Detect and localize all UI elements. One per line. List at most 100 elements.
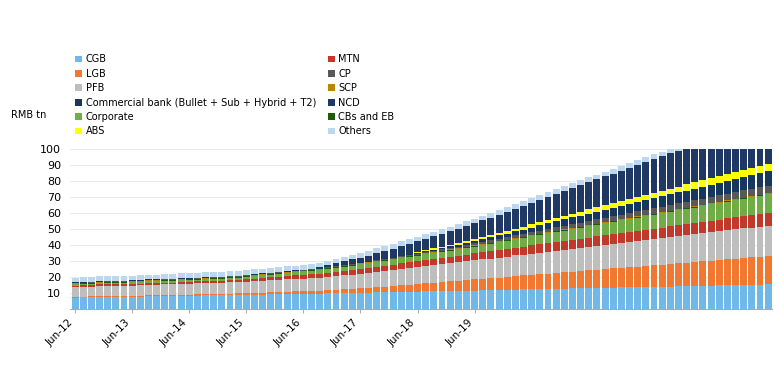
- Bar: [96, 297, 103, 309]
- Bar: [488, 240, 495, 243]
- Bar: [479, 245, 486, 252]
- Bar: [724, 202, 731, 218]
- Bar: [544, 243, 551, 251]
- Bar: [218, 294, 225, 295]
- Bar: [365, 263, 372, 268]
- Bar: [275, 294, 282, 309]
- Bar: [528, 236, 535, 246]
- Bar: [202, 281, 209, 283]
- Bar: [553, 232, 559, 242]
- Bar: [202, 272, 209, 277]
- Bar: [431, 259, 438, 265]
- Bar: [610, 222, 617, 234]
- Bar: [332, 293, 339, 309]
- Bar: [341, 267, 348, 271]
- Bar: [634, 241, 641, 266]
- Bar: [585, 247, 592, 270]
- Bar: [675, 146, 682, 151]
- Bar: [675, 186, 682, 192]
- Bar: [88, 285, 95, 287]
- Bar: [268, 273, 275, 274]
- Bar: [447, 245, 454, 246]
- Bar: [577, 271, 584, 288]
- Bar: [80, 296, 87, 297]
- Bar: [626, 163, 633, 168]
- Bar: [431, 265, 438, 283]
- Bar: [161, 279, 168, 280]
- Bar: [105, 276, 112, 281]
- Bar: [643, 266, 649, 287]
- Bar: [707, 197, 714, 203]
- Bar: [121, 286, 127, 296]
- Bar: [194, 281, 201, 283]
- Bar: [740, 127, 747, 170]
- Bar: [553, 251, 559, 273]
- Bar: [349, 289, 356, 293]
- Bar: [528, 228, 535, 232]
- Bar: [121, 280, 127, 281]
- Bar: [544, 229, 551, 232]
- Bar: [585, 288, 592, 309]
- Bar: [740, 198, 747, 199]
- Bar: [667, 211, 674, 212]
- Bar: [431, 232, 438, 237]
- Bar: [757, 166, 764, 173]
- Bar: [414, 255, 421, 256]
- Bar: [308, 270, 315, 271]
- Bar: [463, 291, 470, 309]
- Bar: [406, 268, 413, 285]
- Bar: [389, 286, 396, 292]
- Bar: [700, 233, 707, 262]
- Bar: [691, 262, 698, 286]
- Bar: [96, 285, 103, 286]
- Bar: [495, 242, 502, 250]
- Bar: [235, 276, 242, 277]
- Bar: [479, 216, 486, 221]
- Bar: [161, 295, 168, 296]
- Bar: [488, 237, 495, 240]
- Bar: [186, 278, 193, 279]
- Bar: [381, 286, 388, 292]
- Bar: [626, 242, 633, 267]
- Bar: [161, 281, 168, 282]
- Bar: [740, 216, 747, 228]
- Bar: [406, 262, 413, 268]
- Bar: [643, 162, 649, 195]
- Bar: [186, 296, 193, 309]
- Bar: [284, 272, 290, 273]
- Bar: [658, 212, 665, 213]
- Bar: [594, 288, 601, 309]
- Bar: [422, 254, 429, 260]
- Bar: [471, 246, 478, 247]
- Bar: [268, 274, 275, 275]
- Bar: [389, 244, 396, 249]
- Bar: [226, 294, 233, 295]
- Bar: [72, 284, 79, 286]
- Bar: [161, 296, 168, 309]
- Bar: [194, 296, 201, 309]
- Bar: [585, 214, 592, 221]
- Bar: [618, 219, 625, 220]
- Bar: [72, 278, 79, 282]
- Bar: [414, 261, 421, 267]
- Bar: [658, 228, 665, 238]
- Bar: [495, 257, 502, 278]
- Bar: [447, 263, 454, 281]
- Bar: [80, 285, 87, 287]
- Bar: [691, 200, 698, 206]
- Bar: [136, 296, 144, 309]
- Bar: [651, 265, 658, 287]
- Bar: [129, 282, 136, 284]
- Bar: [651, 229, 658, 239]
- Bar: [707, 221, 714, 232]
- Bar: [634, 217, 641, 218]
- Bar: [389, 259, 396, 260]
- Bar: [610, 169, 617, 174]
- Bar: [284, 276, 290, 279]
- Bar: [495, 215, 502, 233]
- Bar: [569, 224, 576, 228]
- Bar: [748, 125, 755, 168]
- Bar: [178, 295, 185, 296]
- Bar: [504, 241, 511, 249]
- Bar: [569, 288, 576, 309]
